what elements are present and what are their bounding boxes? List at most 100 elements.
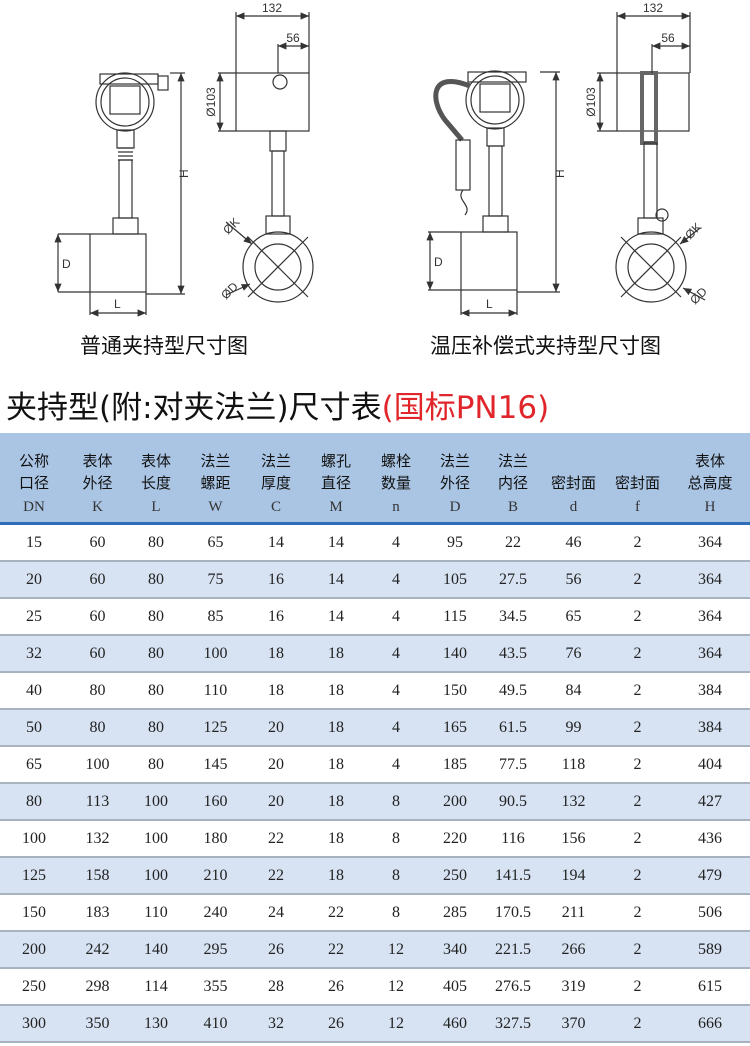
dim-head-label: Ø103	[204, 87, 218, 117]
cell-f: 2	[605, 598, 670, 636]
title-main: 夹持型(附:对夹法兰)尺寸表	[6, 390, 382, 426]
cell-B: 276.5	[484, 968, 542, 1006]
header-l1: 表体	[82, 452, 113, 470]
dim-height-label: H	[177, 169, 191, 178]
column-header-H: 表体 总高度 H	[670, 433, 750, 525]
table-row: 250 298 114 355 28 26 12 405 276.5 319 2 615	[0, 968, 750, 1006]
cell-n: 12	[366, 931, 426, 969]
cell-W: 210	[185, 857, 246, 895]
cell-C: 32	[246, 1005, 306, 1043]
cell-d: 76	[542, 635, 605, 673]
cell-DN: 50	[0, 709, 68, 747]
header-l1: 法兰	[260, 452, 291, 470]
cell-D: 460	[426, 1005, 484, 1043]
column-header-f: 密封面 f	[605, 433, 670, 525]
cell-M: 18	[306, 783, 366, 821]
cell-B: 34.5	[484, 598, 542, 636]
cell-n: 4	[366, 523, 426, 562]
header-l2: 直径	[320, 474, 351, 492]
cell-W: 295	[185, 931, 246, 969]
cell-H: 666	[670, 1005, 750, 1043]
cell-L: 80	[127, 746, 185, 784]
table-header: 公称 口径 DN 表体 外径 K 表体 长度 L 法兰 螺距 W 法兰 厚度 C 螺孔 直径 M 螺栓 数量 n 法兰 外径…	[0, 433, 750, 525]
cell-B: 61.5	[484, 709, 542, 747]
cell-K: 298	[68, 968, 127, 1006]
header-l1: 法兰	[439, 452, 470, 470]
cell-D: 405	[426, 968, 484, 1006]
cell-H: 364	[670, 561, 750, 599]
cell-C: 24	[246, 894, 306, 932]
cell-C: 28	[246, 968, 306, 1006]
table-row: 15 60 80 65 14 14 4 95 22 46 2 364	[0, 523, 750, 562]
cell-H: 436	[670, 820, 750, 858]
cell-f: 2	[605, 523, 670, 562]
cell-K: 350	[68, 1005, 127, 1043]
cell-n: 12	[366, 1005, 426, 1043]
cell-n: 12	[366, 968, 426, 1006]
cell-D: 140	[426, 635, 484, 673]
cell-D: 150	[426, 672, 484, 710]
cell-C: 20	[246, 783, 306, 821]
cell-d: 156	[542, 820, 605, 858]
cell-M: 14	[306, 598, 366, 636]
cell-DN: 32	[0, 635, 68, 673]
cell-d: 319	[542, 968, 605, 1006]
cell-f: 2	[605, 894, 670, 932]
header-sym: B	[507, 499, 518, 515]
cell-B: 221.5	[484, 931, 542, 969]
column-header-C: 法兰 厚度 C	[246, 433, 306, 525]
dim-width-label: 132	[262, 1, 282, 15]
cell-C: 20	[246, 709, 306, 747]
header-l2: 总高度	[687, 474, 733, 492]
cell-D: 220	[426, 820, 484, 858]
header-l1: 法兰	[497, 452, 528, 470]
cell-B: 170.5	[484, 894, 542, 932]
cell-L: 80	[127, 635, 185, 673]
cell-d: 46	[542, 523, 605, 562]
cell-DN: 20	[0, 561, 68, 599]
cell-H: 479	[670, 857, 750, 895]
cell-f: 2	[605, 931, 670, 969]
cell-n: 4	[366, 709, 426, 747]
dim-od-label: ØD	[218, 279, 241, 302]
cell-W: 75	[185, 561, 246, 599]
cell-B: 27.5	[484, 561, 542, 599]
cell-L: 130	[127, 1005, 185, 1043]
cell-C: 16	[246, 598, 306, 636]
cell-M: 18	[306, 857, 366, 895]
cell-DN: 250	[0, 968, 68, 1006]
header-sym: K	[92, 499, 103, 515]
cell-K: 242	[68, 931, 127, 969]
cell-DN: 200	[0, 931, 68, 969]
table-row: 80 113 100 160 20 18 8 200 90.5 132 2 427	[0, 783, 750, 821]
header-l2: 螺距	[200, 474, 231, 492]
header-sym: f	[635, 499, 640, 515]
cell-d: 56	[542, 561, 605, 599]
column-header-B: 法兰 内径 B	[484, 433, 542, 525]
cell-f: 2	[605, 561, 670, 599]
cell-M: 18	[306, 672, 366, 710]
cell-C: 20	[246, 746, 306, 784]
cell-K: 80	[68, 709, 127, 747]
header-sym: d	[569, 499, 578, 515]
dim-width-label: 132	[643, 1, 663, 15]
cell-W: 125	[185, 709, 246, 747]
cell-B: 43.5	[484, 635, 542, 673]
cell-n: 4	[366, 746, 426, 784]
cell-f: 2	[605, 746, 670, 784]
header-l2: 外径	[439, 474, 470, 492]
cell-H: 364	[670, 598, 750, 636]
cell-K: 100	[68, 746, 127, 784]
cell-DN: 300	[0, 1005, 68, 1043]
cell-M: 22	[306, 894, 366, 932]
cell-B: 141.5	[484, 857, 542, 895]
standard-clamp-caption: 普通夹持型尺寸图	[80, 334, 248, 358]
table-row: 25 60 80 85 16 14 4 115 34.5 65 2 364	[0, 598, 750, 636]
cell-W: 145	[185, 746, 246, 784]
cell-f: 2	[605, 783, 670, 821]
table-row: 300 350 130 410 32 26 12 460 327.5 370 2 666	[0, 1005, 750, 1043]
cell-K: 60	[68, 635, 127, 673]
cell-M: 14	[306, 523, 366, 562]
header-sym: L	[151, 499, 161, 515]
